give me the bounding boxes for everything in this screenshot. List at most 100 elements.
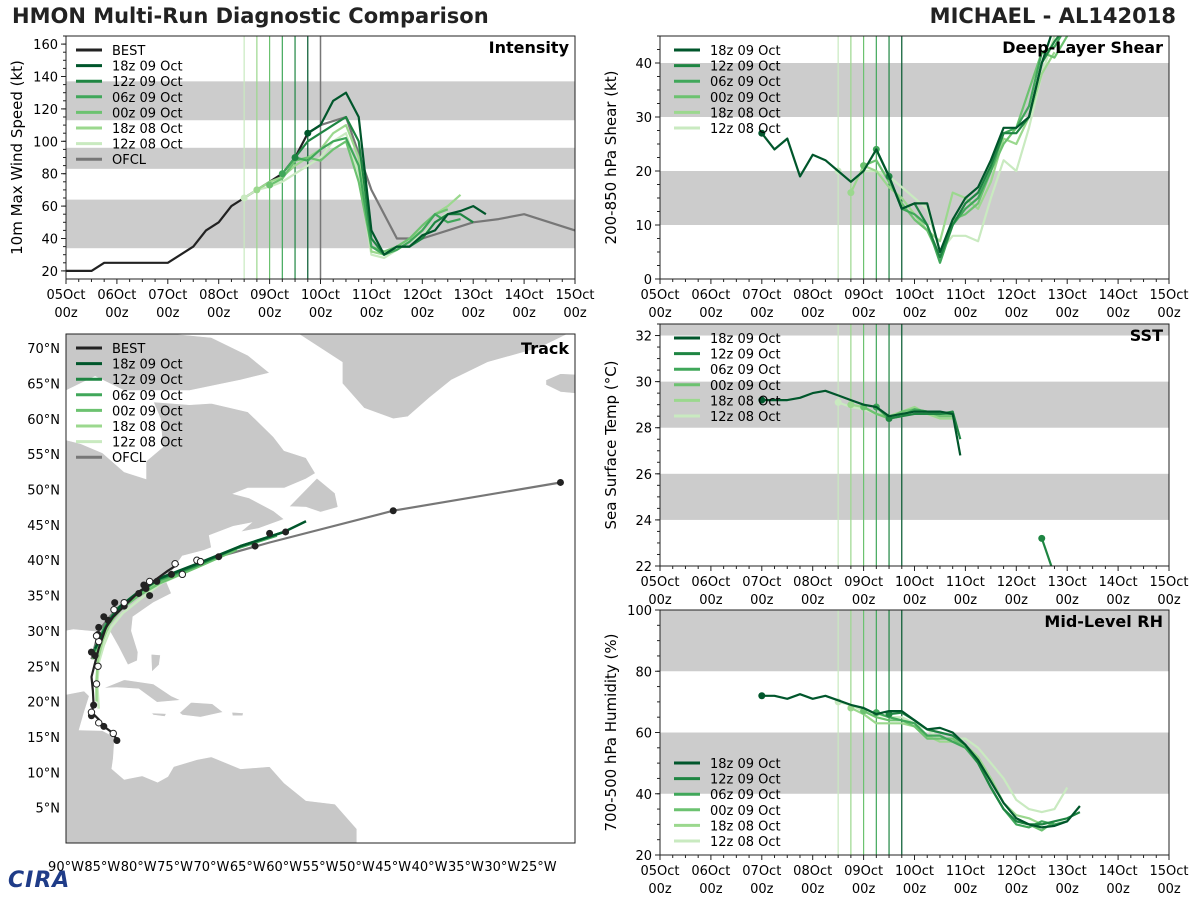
lat-tick-label: 60°N bbox=[27, 413, 60, 428]
best-open-dot bbox=[178, 570, 187, 579]
puerto-rico-land bbox=[231, 711, 244, 717]
x-tick-hour: 00z bbox=[156, 306, 180, 321]
legend-label: OFCL bbox=[112, 153, 147, 168]
y-tick-label: 40 bbox=[41, 233, 58, 248]
x-tick-hour: 00z bbox=[954, 882, 978, 897]
track-lines bbox=[87, 478, 564, 744]
x-tick-hour: 00z bbox=[1056, 306, 1080, 321]
x-tick-hour: 00z bbox=[852, 306, 876, 321]
best-open-dot bbox=[92, 680, 101, 688]
x-tick-hour: 00z bbox=[1056, 593, 1080, 608]
legend-label: 00z 09 Oct bbox=[710, 379, 781, 394]
x-tick-day: 09Oct bbox=[250, 288, 289, 303]
best-position-dot bbox=[146, 592, 154, 600]
shaded-band bbox=[660, 732, 1169, 794]
best-open-dot bbox=[92, 632, 101, 640]
x-tick-hour: 00z bbox=[648, 306, 672, 321]
sst-series-group bbox=[758, 389, 1053, 566]
jamaica-land bbox=[150, 712, 167, 717]
x-tick-day: 08Oct bbox=[199, 288, 238, 303]
legend-label: 12z 09 Oct bbox=[710, 773, 781, 788]
run-init-dot bbox=[304, 129, 312, 137]
run-init-dot bbox=[1038, 534, 1046, 542]
bahamas-land bbox=[150, 653, 161, 673]
run-init-dot bbox=[266, 181, 274, 189]
best-position-dot bbox=[95, 623, 103, 631]
x-tick-day: 15Oct bbox=[1149, 288, 1188, 303]
lat-tick-label: 65°N bbox=[27, 377, 60, 392]
x-tick-day: 14Oct bbox=[1099, 288, 1138, 303]
run-init-dot bbox=[847, 401, 855, 409]
chart-title: Intensity bbox=[489, 38, 570, 57]
legend-label: 06z 09 Oct bbox=[710, 363, 781, 378]
x-tick-day: 13Oct bbox=[454, 288, 493, 303]
land-masses bbox=[66, 334, 575, 843]
x-tick-hour: 00z bbox=[1106, 306, 1130, 321]
x-tick-day: 10Oct bbox=[895, 575, 934, 590]
x-tick-day: 14Oct bbox=[1099, 864, 1138, 879]
x-tick-day: 11Oct bbox=[946, 864, 985, 879]
x-tick-day: 09Oct bbox=[844, 575, 883, 590]
x-tick-day: 06Oct bbox=[691, 288, 730, 303]
run-line-12z-09-oct bbox=[888, 410, 962, 440]
x-tick-hour: 00z bbox=[1005, 593, 1029, 608]
run-line-12z-08-oct bbox=[243, 132, 449, 259]
run-init-dot bbox=[758, 692, 766, 700]
legend-label: 12z 08 Oct bbox=[710, 410, 781, 425]
y-tick-label: 20 bbox=[635, 165, 652, 180]
run-init-dot bbox=[240, 194, 248, 202]
x-tick-day: 13Oct bbox=[1048, 864, 1087, 879]
lon-tick-label: 65°W bbox=[230, 860, 266, 875]
best-open-dot bbox=[95, 719, 103, 727]
x-tick-day: 10Oct bbox=[895, 288, 934, 303]
legend-label: 00z 09 Oct bbox=[112, 106, 183, 121]
x-tick-hour: 00z bbox=[1157, 593, 1181, 608]
x-tick-day: 14Oct bbox=[1099, 575, 1138, 590]
y-axis-label: 700-500 hPa Humidity (%) bbox=[602, 633, 620, 831]
y-tick-label: 140 bbox=[33, 71, 58, 86]
x-tick-day: 05Oct bbox=[640, 864, 679, 879]
legend-label: 06z 09 Oct bbox=[710, 788, 781, 803]
ofcl-position-dot bbox=[266, 529, 274, 537]
legend-label: 18z 09 Oct bbox=[112, 60, 183, 75]
lat-tick-label: 35°N bbox=[27, 590, 60, 605]
ofcl-position-dot bbox=[142, 585, 150, 592]
legend-label: 18z 09 Oct bbox=[112, 358, 183, 373]
x-tick-hour: 00z bbox=[750, 882, 774, 897]
lat-tick-label: 20°N bbox=[27, 696, 60, 711]
shaded-band bbox=[660, 610, 1169, 672]
x-tick-day: 15Oct bbox=[1149, 575, 1188, 590]
y-tick-label: 32 bbox=[635, 330, 652, 345]
x-tick-hour: 00z bbox=[207, 306, 231, 321]
legend-label: 06z 09 Oct bbox=[710, 75, 781, 90]
legend-label: 18z 08 Oct bbox=[710, 106, 781, 121]
chart-title: Track bbox=[521, 339, 569, 358]
legend-label: 12z 08 Oct bbox=[112, 138, 183, 153]
ofcl-position-dot bbox=[389, 507, 397, 515]
legend-label: BEST bbox=[112, 44, 145, 59]
run-line-18z-09-oct bbox=[761, 389, 962, 456]
central-south-america-land bbox=[66, 690, 358, 843]
x-tick-day: 07Oct bbox=[742, 288, 781, 303]
y-axis-label: 10m Max Wind Speed (kt) bbox=[8, 60, 26, 255]
x-tick-day: 09Oct bbox=[844, 864, 883, 879]
arctic-islands bbox=[66, 334, 271, 391]
x-tick-hour: 00z bbox=[54, 306, 78, 321]
ofcl-position-dot bbox=[167, 570, 175, 578]
shear-chart: 0 10 20 30 40 05Oct 00z 06Oct 00z 07Oct 00z 08Oct 00… bbox=[602, 35, 1189, 321]
chart-title: Mid-Level RH bbox=[1044, 612, 1163, 631]
x-tick-day: 14Oct bbox=[505, 288, 544, 303]
y-tick-label: 60 bbox=[635, 727, 652, 742]
x-tick-day: 12Oct bbox=[997, 864, 1036, 879]
x-tick-day: 08Oct bbox=[793, 864, 832, 879]
x-tick-day: 15Oct bbox=[555, 288, 594, 303]
shaded-band bbox=[660, 63, 1169, 117]
lon-tick-label: 60°W bbox=[266, 860, 302, 875]
lat-tick-label: 15°N bbox=[27, 731, 60, 746]
x-tick-day: 12Oct bbox=[997, 288, 1036, 303]
rh-chart: 20 40 60 80 100 05Oct 00z 06Oct 00z 07Oct 00z 08Oct… bbox=[602, 604, 1189, 897]
